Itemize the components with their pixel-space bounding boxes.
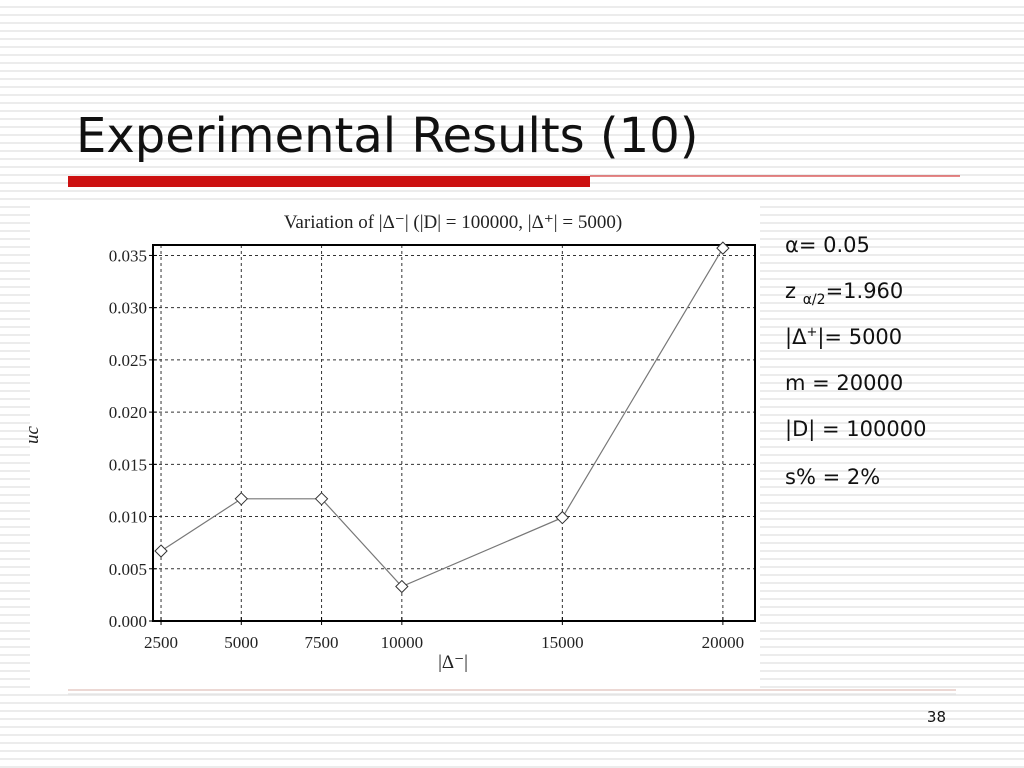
y-tick-label: 0.015 xyxy=(109,455,147,474)
note-text: |= 5000 xyxy=(817,325,902,350)
chart-panel xyxy=(30,200,760,690)
note-text: |Δ xyxy=(785,325,807,350)
y-tick-label: 0.005 xyxy=(109,560,147,579)
x-tick-label: 15000 xyxy=(541,633,584,652)
y-tick-label: 0.025 xyxy=(109,351,147,370)
note-sup: + xyxy=(806,325,817,340)
y-tick-label: 0.030 xyxy=(109,299,147,318)
x-axis-label: |Δ⁻| xyxy=(438,652,468,673)
data-point xyxy=(555,510,570,525)
y-tick-label: 0.010 xyxy=(109,508,147,527)
y-tick-label: 0.020 xyxy=(109,403,147,422)
y-tick-label: 0.035 xyxy=(109,246,147,265)
note: m = 20000 xyxy=(785,371,903,395)
note: s% = 2% xyxy=(785,465,880,489)
note-text: z xyxy=(785,279,803,303)
notes: α= 0.05 z α/2=1.960 |Δ+|= 5000 m = 20000… xyxy=(785,233,926,489)
plot-frame xyxy=(152,244,756,622)
note-text: =1.960 xyxy=(826,279,904,303)
x-tick-label: 10000 xyxy=(381,633,424,652)
data-point xyxy=(154,544,168,558)
data-point xyxy=(716,241,730,255)
data-line xyxy=(160,247,724,588)
data-point xyxy=(314,492,329,506)
page-number: 38 xyxy=(927,708,946,726)
note: α= 0.05 xyxy=(785,233,870,257)
slide-title: Experimental Results (10) xyxy=(76,108,698,164)
data-point xyxy=(234,492,249,506)
x-tick-label: 20000 xyxy=(702,633,745,652)
title-bar xyxy=(68,176,590,187)
data-point xyxy=(395,579,409,594)
note: |D| = 100000 xyxy=(785,417,926,442)
y-axis-label: uc xyxy=(22,425,43,444)
note-sub: α/2 xyxy=(803,292,826,308)
x-tick-label: 2500 xyxy=(144,633,178,652)
y-tick-label: 0.000 xyxy=(109,612,147,631)
note: |Δ+|= 5000 xyxy=(785,325,902,350)
x-tick-label: 5000 xyxy=(224,633,258,652)
x-tick-label: 7500 xyxy=(305,633,339,652)
chart-title: Variation of |Δ⁻| (|D| = 100000, |Δ⁺| = … xyxy=(284,212,622,233)
note: z α/2=1.960 xyxy=(785,279,903,308)
